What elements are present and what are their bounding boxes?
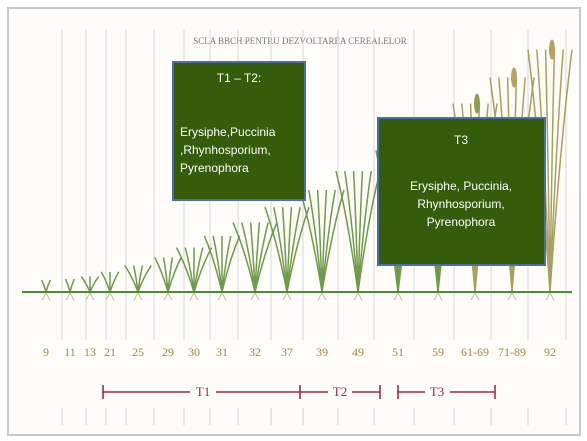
- box-line: Erysiphe,Puccinia: [180, 125, 276, 139]
- stage-label: 11: [64, 345, 76, 359]
- box-heading: T3: [454, 133, 468, 147]
- stage-label: 71-89: [498, 345, 526, 359]
- timing-label: T1: [196, 384, 210, 399]
- stage-label: 61-69: [461, 345, 489, 359]
- stage-label: 13: [84, 345, 96, 359]
- timing-label: T2: [333, 384, 347, 399]
- plant-ear: [474, 94, 480, 114]
- box-line: Erysiphe, Puccinia,: [410, 179, 512, 193]
- stage-label: 32: [249, 345, 261, 359]
- stage-label: 9: [43, 345, 49, 359]
- page: SCLA BBCH PENTRU DEZVOLTAREA CEREALELOR …: [0, 0, 587, 441]
- stage-label: 25: [132, 345, 144, 359]
- stage-label: 59: [432, 345, 444, 359]
- stage-label: 21: [104, 345, 116, 359]
- stage-label: 39: [316, 345, 328, 359]
- box-line: Rhynhosporium,: [417, 197, 504, 211]
- stage-label: 30: [188, 345, 200, 359]
- stage-label: 51: [392, 345, 404, 359]
- timing-label: T3: [430, 384, 444, 399]
- stage-label: 31: [216, 345, 228, 359]
- stage-label: 49: [352, 345, 364, 359]
- box-heading: T1 – T2:: [217, 71, 261, 85]
- diagram-title: SCLA BBCH PENTRU DEZVOLTAREA CEREALELOR: [193, 36, 406, 46]
- plant-ear: [549, 40, 555, 60]
- box-line: Pyrenophora: [427, 215, 496, 229]
- stage-label: 29: [162, 345, 174, 359]
- stage-label: 92: [544, 345, 556, 359]
- plant-ear: [511, 68, 517, 88]
- box-line: ,Rhynhosporium,: [180, 143, 271, 157]
- stage-label: 37: [281, 345, 293, 359]
- box-line: Pyrenophora: [180, 161, 249, 175]
